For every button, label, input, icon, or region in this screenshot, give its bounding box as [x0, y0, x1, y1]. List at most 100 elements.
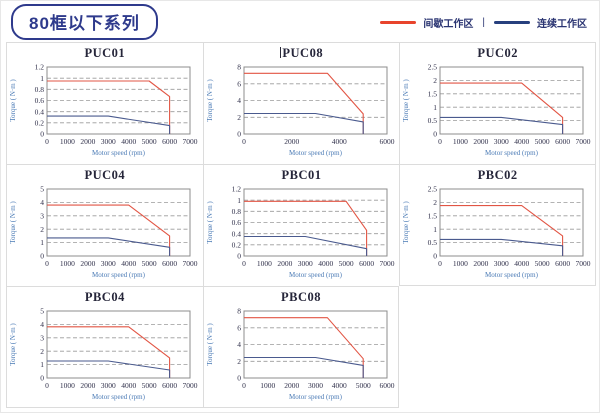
svg-text:1: 1 — [434, 225, 438, 234]
svg-text:4000: 4000 — [121, 137, 136, 146]
legend-label-continuous: 连续工作区 — [537, 18, 587, 30]
chart-title: PBC08 — [280, 290, 321, 304]
svg-text:0.6: 0.6 — [35, 96, 45, 105]
chart-title: PUC01 — [84, 46, 126, 60]
svg-text:5000: 5000 — [535, 137, 550, 146]
svg-text:0: 0 — [45, 137, 49, 146]
svg-text:3: 3 — [40, 211, 44, 220]
svg-text:1.5: 1.5 — [428, 211, 438, 220]
svg-text:6000: 6000 — [379, 137, 394, 146]
chart-title: PUC04 — [84, 168, 126, 182]
svg-text:0: 0 — [45, 259, 49, 268]
svg-text:0.5: 0.5 — [428, 238, 438, 247]
svg-text:5: 5 — [40, 307, 44, 316]
chart-cell-PUC04: PUC04 0 1 2 3 4 5 0 1000 2000 3000 4000 5000 6000 7000… — [6, 164, 203, 286]
svg-text:6: 6 — [237, 323, 241, 332]
svg-text:5000: 5000 — [142, 259, 157, 268]
svg-text:6000: 6000 — [555, 259, 570, 268]
svg-text:0.4: 0.4 — [35, 107, 45, 116]
chart-plot: 0 0.2 0.4 0.6 0.8 1 1.2 0 1000 2000 3000 4000 5000 60… — [206, 185, 395, 279]
svg-text:0.4: 0.4 — [231, 229, 241, 238]
svg-text:0.2: 0.2 — [231, 240, 241, 249]
svg-text:2000: 2000 — [80, 381, 95, 390]
svg-text:8: 8 — [237, 63, 241, 72]
charts-grid: PUC01 0 0.2 0.4 0.6 0.8 1 1.2 0 1000 2000 3000 4000 5… — [6, 42, 596, 408]
intermittent-line-swatch — [380, 20, 417, 24]
y-axis-label: Torque ( N·m ) — [206, 79, 214, 122]
svg-text:1.2: 1.2 — [35, 63, 45, 72]
svg-text:2: 2 — [434, 198, 438, 207]
svg-text:6000: 6000 — [555, 137, 570, 146]
continuous-line-swatch — [494, 20, 530, 24]
x-axis-label: Motor speed (rpm) — [92, 393, 146, 401]
svg-text:5: 5 — [40, 185, 44, 194]
svg-text:4: 4 — [40, 320, 44, 329]
svg-text:7000: 7000 — [183, 259, 198, 268]
svg-text:1000: 1000 — [260, 381, 275, 390]
svg-text:2.5: 2.5 — [428, 63, 438, 72]
chart-plot: 0 0.2 0.4 0.6 0.8 1 1.2 0 1000 2000 3000 4000 5000 60… — [9, 63, 198, 157]
chart-cell-PBC02: PBC02 0 0.5 1 1.5 2 2.5 0 1000 2000 3000 4000 5000 60… — [399, 164, 596, 286]
svg-text:4000: 4000 — [121, 259, 136, 268]
y-axis-label: Torque ( N·m ) — [402, 79, 410, 122]
svg-text:0: 0 — [242, 381, 246, 390]
svg-text:0: 0 — [242, 137, 246, 146]
svg-text:0: 0 — [45, 381, 49, 390]
y-axis-label: Torque ( N·m ) — [206, 323, 214, 366]
x-axis-label: Motor speed (rpm) — [92, 149, 146, 157]
svg-text:0.2: 0.2 — [35, 118, 45, 127]
svg-text:2000: 2000 — [284, 381, 299, 390]
svg-text:5000: 5000 — [535, 259, 550, 268]
y-axis-label: Torque ( N·m ) — [9, 201, 17, 244]
svg-text:5000: 5000 — [355, 381, 370, 390]
svg-text:0: 0 — [237, 130, 241, 139]
svg-text:1000: 1000 — [60, 381, 75, 390]
svg-text:3000: 3000 — [297, 259, 312, 268]
svg-text:0: 0 — [438, 259, 442, 268]
svg-text:2: 2 — [237, 357, 241, 366]
svg-text:6000: 6000 — [162, 137, 177, 146]
chart-cell-PUC02: PUC02 0 0.5 1 1.5 2 2.5 0 1000 2000 3000 4000 5000 60… — [399, 42, 596, 164]
chart-title: PBC01 — [281, 168, 322, 182]
svg-text:2: 2 — [434, 76, 438, 85]
svg-text:2: 2 — [237, 113, 241, 122]
chart-title: PBC02 — [477, 168, 518, 182]
svg-text:0: 0 — [438, 137, 442, 146]
svg-text:7000: 7000 — [576, 259, 591, 268]
svg-text:0: 0 — [40, 374, 44, 383]
svg-text:2000: 2000 — [277, 259, 292, 268]
svg-text:1: 1 — [40, 74, 44, 83]
svg-text:0: 0 — [434, 130, 438, 139]
svg-text:3000: 3000 — [101, 259, 116, 268]
chart-title: PUC02 — [477, 46, 519, 60]
chart-plot: 0 2 4 6 8 0 1000 2000 3000 4000 5000 6000 Motor spee… — [206, 307, 395, 401]
chart-cell-PUC01: PUC01 0 0.2 0.4 0.6 0.8 1 1.2 0 1000 2000 3000 4000 5… — [6, 42, 203, 164]
legend-separator: | — [482, 16, 485, 28]
svg-text:4: 4 — [237, 340, 241, 349]
chart-cell-PBC04: PBC04 0 1 2 3 4 5 0 1000 2000 3000 4000 5000 6000 7000… — [6, 286, 203, 408]
svg-text:6000: 6000 — [162, 381, 177, 390]
chart-plot: 0 1 2 3 4 5 0 1000 2000 3000 4000 5000 6000 7000 Motor… — [9, 307, 198, 401]
svg-text:6000: 6000 — [379, 381, 394, 390]
svg-text:0.8: 0.8 — [231, 207, 241, 216]
svg-text:0: 0 — [40, 130, 44, 139]
svg-text:6000: 6000 — [162, 259, 177, 268]
svg-text:1.2: 1.2 — [231, 185, 241, 194]
svg-text:3000: 3000 — [101, 381, 116, 390]
svg-text:1000: 1000 — [453, 259, 468, 268]
y-axis-label: Torque ( N·m ) — [9, 323, 17, 366]
x-axis-label: Motor speed (rpm) — [289, 149, 343, 157]
y-axis-label: Torque ( N·m ) — [206, 201, 214, 244]
svg-text:1: 1 — [237, 196, 241, 205]
x-axis-label: Motor speed (rpm) — [485, 149, 539, 157]
svg-text:7000: 7000 — [183, 137, 198, 146]
svg-text:4000: 4000 — [121, 381, 136, 390]
svg-text:0: 0 — [237, 252, 241, 261]
svg-text:5000: 5000 — [142, 381, 157, 390]
svg-text:5000: 5000 — [338, 259, 353, 268]
page-header: 80框以下系列 间歇工作区 | 连续工作区 — [1, 1, 599, 41]
svg-text:4000: 4000 — [515, 259, 530, 268]
chart-cell-PBC08: PBC08 0 2 4 6 8 0 1000 2000 3000 4000 5000 6000 Motor… — [202, 286, 400, 408]
svg-text:4000: 4000 — [318, 259, 333, 268]
